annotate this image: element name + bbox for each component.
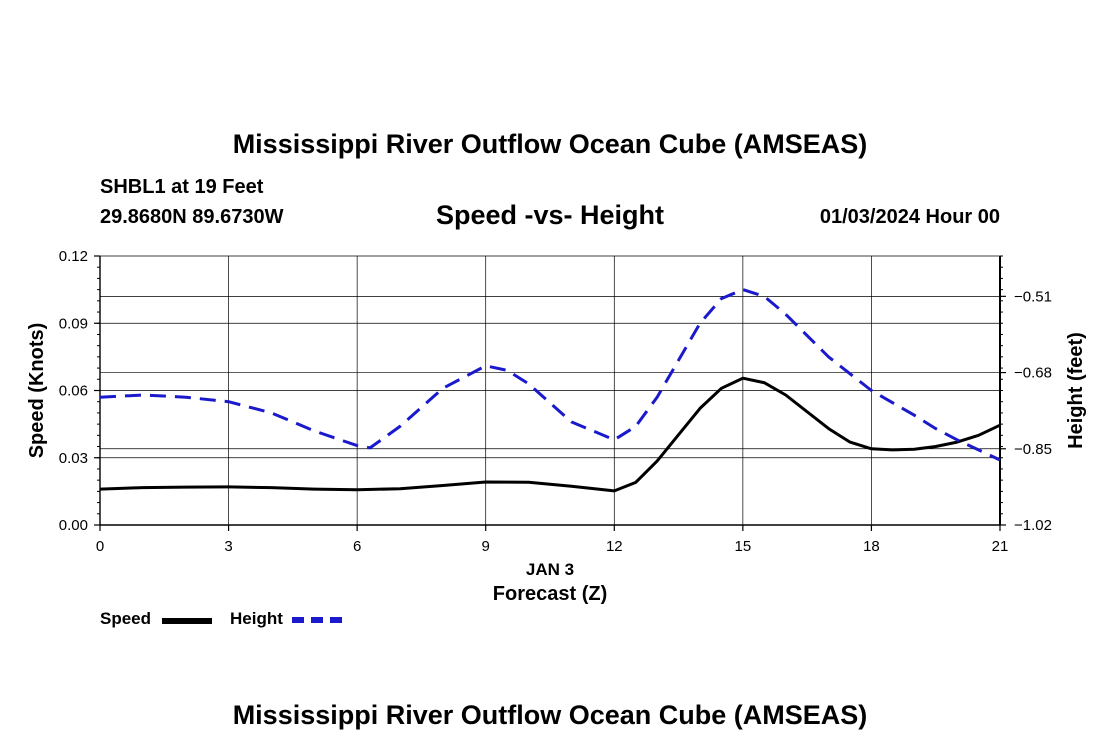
speed-series-line bbox=[99, 376, 1001, 493]
y2-axis-title: Height (feet) bbox=[1065, 332, 1087, 449]
x-tick-label: 6 bbox=[353, 538, 361, 555]
legend-speed-swatch bbox=[162, 618, 212, 624]
legend-height-label: Height bbox=[230, 609, 283, 628]
x-tick-label: 18 bbox=[863, 538, 880, 555]
y-axis-title: Speed (Knots) bbox=[26, 323, 48, 459]
series bbox=[99, 288, 1001, 493]
legend-speed-label: Speed bbox=[100, 609, 152, 628]
station-label: SHBL1 at 19 Feet bbox=[100, 176, 264, 198]
y-tick-label: 0.12 bbox=[59, 248, 88, 265]
x-axis-title: Forecast (Z) bbox=[492, 583, 608, 605]
y2-tick-label: −1.02 bbox=[1014, 517, 1052, 534]
height-series-line bbox=[99, 288, 1001, 462]
axes: 0 3 6 9 12 15 18 21 0.00 0.03 0.06 0.09 0.12 −1.02 −0.… bbox=[26, 248, 1087, 555]
x-tick-label: 21 bbox=[992, 538, 1009, 555]
forecast-datetime: 01/03/2024 Hour 00 bbox=[819, 206, 1000, 228]
x-tick-label: 9 bbox=[482, 538, 490, 555]
station-coords: 29.8680N 89.6730W bbox=[100, 206, 284, 228]
x-tick-label: 0 bbox=[96, 538, 104, 555]
y2-tick-label: −0.51 bbox=[1014, 288, 1052, 305]
x-tick-label: 3 bbox=[224, 538, 232, 555]
legend-height-swatch bbox=[292, 617, 342, 623]
y2-tick-label: −0.85 bbox=[1014, 441, 1052, 458]
y-tick-label: 0.03 bbox=[59, 450, 88, 467]
y2-tick-label: −0.68 bbox=[1014, 365, 1052, 382]
footer-title: Mississippi River Outflow Ocean Cube (AM… bbox=[232, 700, 868, 730]
chart-subtitle: Speed -vs- Height bbox=[435, 200, 665, 230]
y-tick-label: 0.00 bbox=[59, 517, 88, 534]
x-tick-label: 12 bbox=[606, 538, 623, 555]
x-axis-date-label: JAN 3 bbox=[525, 560, 575, 579]
y-tick-label: 0.09 bbox=[59, 315, 88, 332]
y-tick-label: 0.06 bbox=[59, 383, 88, 400]
x-tick-label: 15 bbox=[735, 538, 752, 555]
chart-title: Mississippi River Outflow Ocean Cube (AM… bbox=[232, 129, 868, 159]
